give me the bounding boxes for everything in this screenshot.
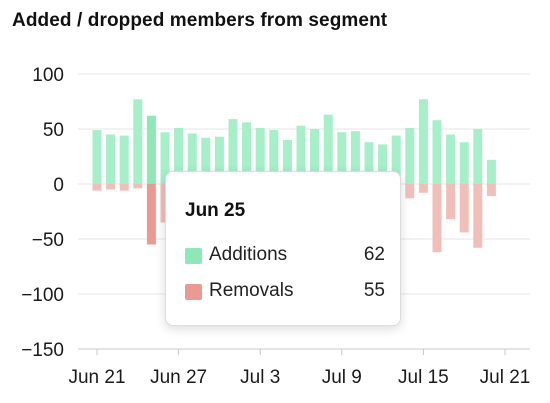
bar-additions (119, 135, 129, 184)
bar-additions (106, 134, 116, 184)
tooltip-label-additions: Additions (209, 244, 288, 265)
bar-additions (92, 130, 102, 184)
tooltip-row-additions: Additions 62 (185, 244, 385, 268)
bar-additions (446, 134, 456, 184)
x-tick-label: Jul 9 (322, 367, 362, 388)
bar-additions (133, 99, 143, 184)
additions-swatch (185, 248, 202, 264)
bar-additions (146, 115, 156, 184)
x-tick-label: Jul 21 (480, 367, 531, 388)
bar-additions (486, 159, 496, 184)
x-tick-label: Jul 3 (240, 367, 280, 388)
y-tick-label: −100 (21, 285, 64, 306)
tooltip-value-additions: 62 (363, 244, 385, 265)
y-tick-label: −50 (32, 230, 64, 251)
bar-additions (174, 127, 184, 184)
bar-removals (446, 184, 456, 220)
tooltip-row-removals: Removals 55 (185, 280, 385, 304)
bar-additions (160, 132, 170, 184)
bar-additions (228, 119, 238, 184)
bar-additions (187, 133, 197, 184)
tooltip-date: Jun 25 (185, 200, 246, 221)
bar-additions (201, 137, 211, 184)
bar-additions (282, 140, 292, 184)
bar-additions (337, 132, 347, 184)
y-tick-label: 100 (32, 65, 64, 86)
bar-additions (364, 142, 374, 184)
x-tick-label: Jul 15 (398, 367, 449, 388)
bar-additions (432, 120, 442, 184)
bar-additions (310, 129, 320, 184)
bar-additions (405, 127, 415, 184)
bar-removals (432, 184, 442, 253)
chart-title: Added / dropped members from segment (12, 10, 388, 31)
bar-additions (269, 130, 279, 184)
bar-removals (92, 184, 102, 191)
y-tick-label: −150 (21, 340, 64, 361)
bar-removals (486, 184, 496, 197)
bar-removals (418, 184, 428, 193)
bar-additions (473, 129, 483, 184)
bar-additions (242, 122, 252, 184)
bar-additions (296, 125, 306, 184)
removals-swatch (185, 284, 202, 300)
bar-removals (473, 184, 483, 248)
x-tick-label: Jun 27 (150, 367, 207, 388)
bar-additions (214, 136, 224, 184)
tooltip-label-removals: Removals (209, 280, 294, 301)
tooltip-value-removals: 55 (363, 280, 385, 301)
x-tick-label: Jun 21 (68, 367, 125, 388)
bar-additions (391, 135, 401, 184)
bar-additions (378, 144, 388, 184)
bar-removals (405, 184, 415, 199)
bar-removals (133, 184, 143, 189)
chart-tooltip: Jun 25 Additions 62 Removals 55 (165, 171, 401, 326)
bar-additions (255, 127, 265, 184)
bar-removals (106, 184, 116, 190)
bar-removals (119, 184, 129, 191)
bar-additions (459, 142, 469, 184)
bar-additions (323, 114, 333, 184)
bar-additions (418, 99, 428, 184)
bar-additions (350, 131, 360, 184)
y-tick-label: 0 (53, 175, 64, 196)
bar-removals (146, 184, 156, 245)
bar-removals (459, 184, 469, 233)
y-tick-label: 50 (43, 120, 64, 141)
